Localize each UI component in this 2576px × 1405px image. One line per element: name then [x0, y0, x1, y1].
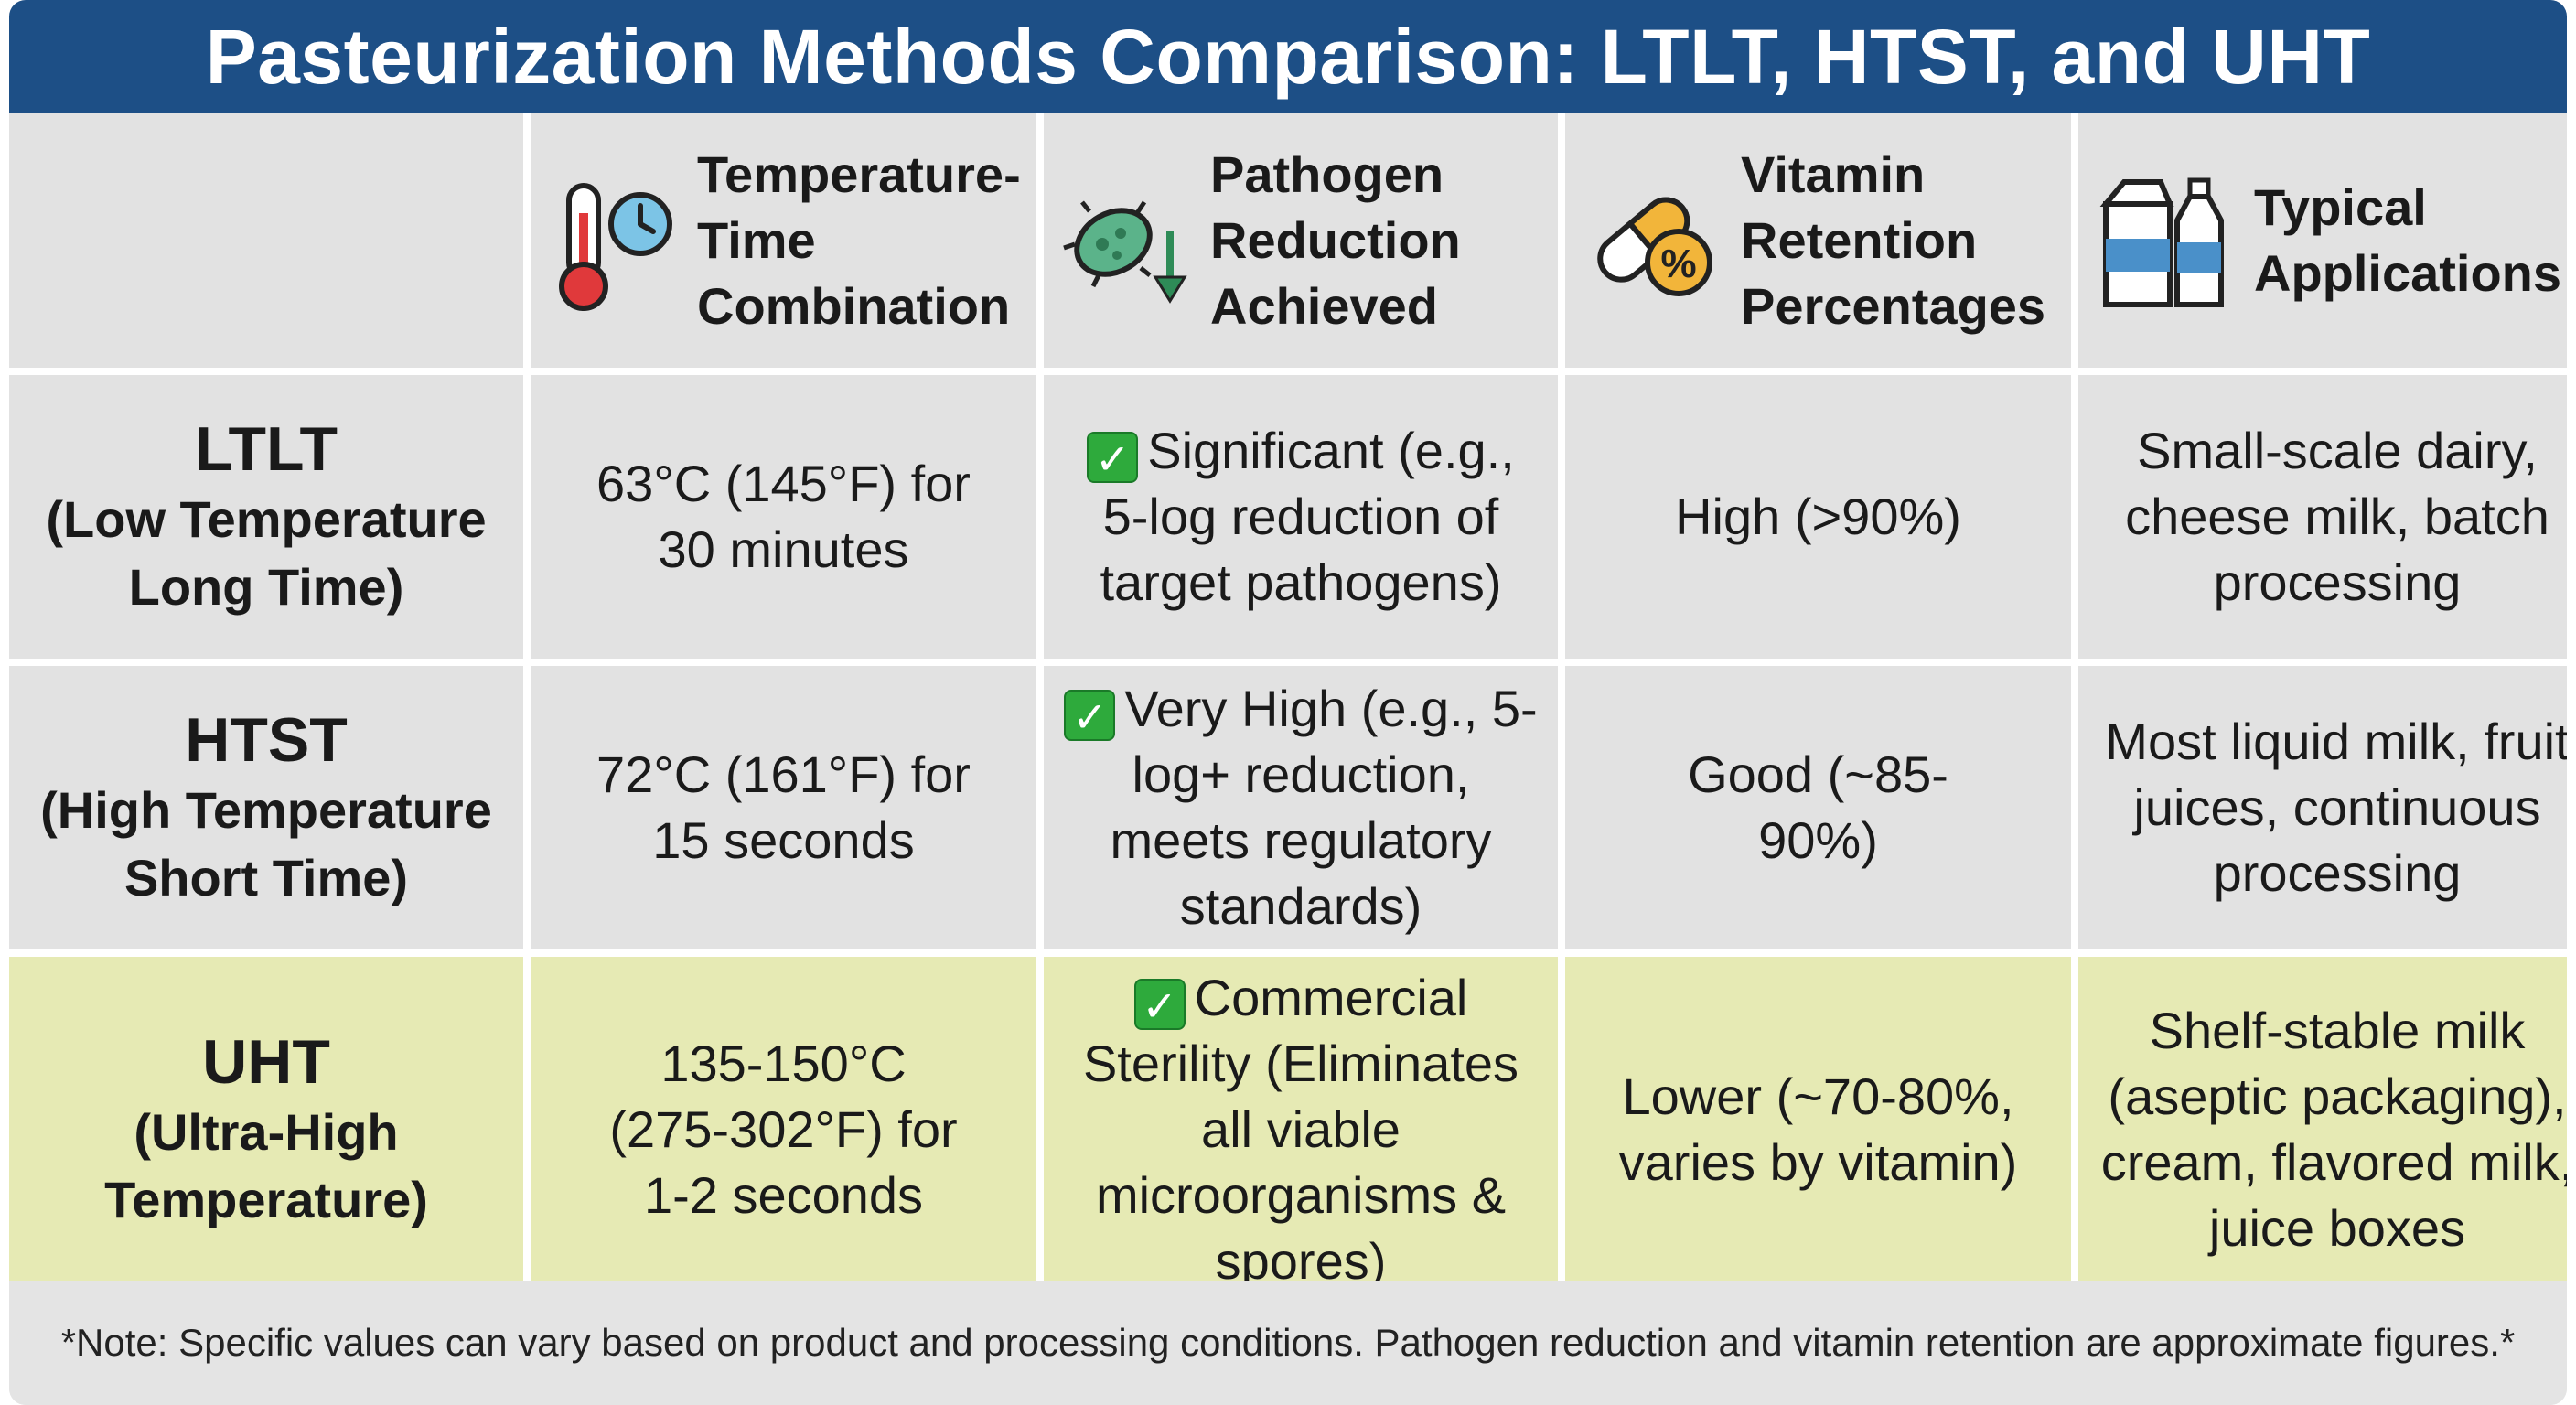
checkmark-icon: ✓: [1133, 979, 1186, 1030]
checkmark-icon: ✓: [1087, 432, 1139, 483]
vitamin-htst: Good (~85-90%): [1565, 666, 2071, 949]
header-label: Vitamin Retention Percentages: [1741, 145, 2046, 335]
row-head-htst: HTST (High Temperature Short Time): [9, 666, 523, 949]
applications-uht: Shelf-stable milk (aseptic packaging), c…: [2078, 957, 2567, 1303]
temp-time-value: 63°C (145°F) for 30 minutes: [596, 455, 971, 578]
applications-ltlt: Small-scale dairy, cheese milk, batch pr…: [2078, 375, 2567, 659]
pathogen-uht: ✓ Commercial Sterility (Eliminates all vi…: [1044, 957, 1558, 1303]
vitamin-uht: Lower (~70-80%, varies by vitamin): [1565, 957, 2071, 1303]
temp-time-uht: 135-150°C (275-302°F) for 1-2 seconds: [531, 957, 1036, 1303]
vitamin-ltlt: High (>90%): [1565, 375, 2071, 659]
method-abbr: LTLT: [194, 414, 338, 484]
header-label: Pathogen Reduction Achieved: [1210, 145, 1461, 335]
thermometer-clock-icon: [549, 167, 677, 314]
method-full-name: (Ultra-High Temperature): [104, 1103, 428, 1228]
page-title: Pasteurization Methods Comparison: LTLT,…: [9, 0, 2567, 113]
row-head-uht: UHT (Ultra-High Temperature): [9, 957, 523, 1303]
applications-value: Shelf-stable milk (aseptic packaging), c…: [2100, 1002, 2567, 1257]
pathogen-htst: ✓ Very High (e.g., 5-log+ reduction, meet…: [1044, 666, 1558, 949]
pathogen-ltlt: ✓ Significant (e.g., 5-log reduction of t…: [1044, 375, 1558, 659]
vitamin-value: Good (~85-90%): [1688, 745, 1948, 869]
temp-time-value: 135-150°C (275-302°F) for 1-2 seconds: [609, 1035, 958, 1224]
method-abbr: UHT: [202, 1027, 330, 1097]
header-label: Typical Applications: [2254, 178, 2562, 302]
applications-value: Small-scale dairy, cheese milk, batch pr…: [2125, 422, 2549, 611]
header-pathogen-reduction: Pathogen Reduction Achieved: [1044, 113, 1558, 368]
capsule-percent-icon: %: [1583, 167, 1721, 314]
temp-time-htst: 72°C (161°F) for 15 seconds: [531, 666, 1036, 949]
applications-value: Most liquid milk, fruit juices, continuo…: [2105, 713, 2567, 902]
vitamin-value: High (>90%): [1675, 488, 1961, 545]
header-typical-applications: Typical Applications: [2078, 113, 2567, 368]
method-full-name: (Low Temperature Long Time): [46, 490, 487, 616]
bacteria-down-arrow-icon: [1062, 167, 1190, 314]
temp-time-ltlt: 63°C (145°F) for 30 minutes: [531, 375, 1036, 659]
svg-text:%: %: [1660, 241, 1696, 286]
header-label: Temperature-Time Combination: [697, 145, 1021, 335]
footnote: *Note: Specific values can vary based on…: [9, 1281, 2567, 1405]
milk-carton-bottle-icon: [2097, 167, 2234, 314]
header-temperature-time: Temperature-Time Combination: [531, 113, 1036, 368]
comparison-table-frame: Pasteurization Methods Comparison: LTLT,…: [9, 0, 2567, 1405]
checkmark-icon: ✓: [1064, 690, 1116, 741]
applications-htst: Most liquid milk, fruit juices, continuo…: [2078, 666, 2567, 949]
method-full-name: (High Temperature Short Time): [40, 781, 492, 906]
comparison-table: Temperature-Time Combination: [9, 113, 2567, 1303]
temp-time-value: 72°C (161°F) for 15 seconds: [596, 745, 971, 869]
vitamin-value: Lower (~70-80%, varies by vitamin): [1618, 1067, 2018, 1191]
pathogen-value: Very High (e.g., 5-log+ reduction, meets…: [1110, 680, 1538, 935]
method-abbr: HTST: [185, 705, 348, 775]
corner-cell: [9, 113, 523, 368]
pathogen-value: Significant (e.g., 5-log reduction of ta…: [1100, 422, 1515, 611]
pathogen-value: Commercial Sterility (Eliminates all via…: [1082, 969, 1519, 1290]
header-vitamin-retention: % Vitamin Retention Percentages: [1565, 113, 2071, 368]
row-head-ltlt: LTLT (Low Temperature Long Time): [9, 375, 523, 659]
